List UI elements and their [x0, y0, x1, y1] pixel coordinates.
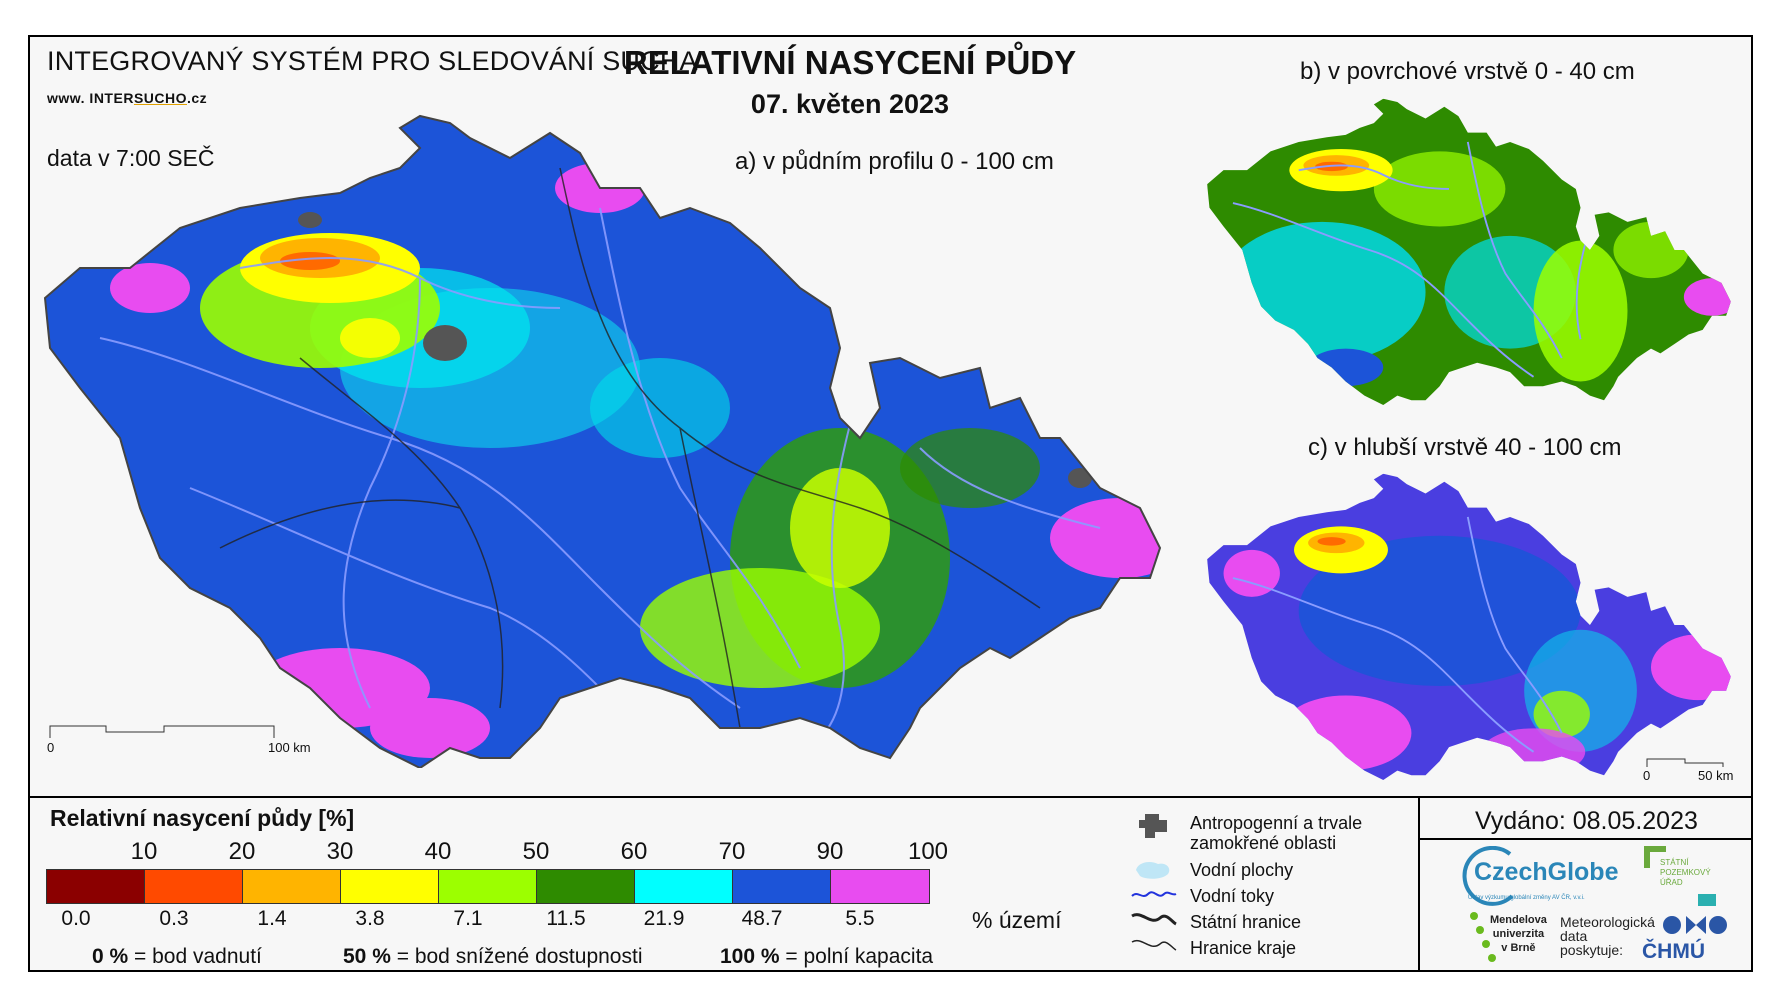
anthropogenic-label: Antropogenní a trvale zamokřené oblasti [1190, 813, 1363, 853]
legend-share: 0.0 [61, 907, 91, 930]
share-unit: % území [972, 907, 1062, 933]
note-capacity-value: 100 % [720, 945, 780, 968]
small-scale-start: 0 [1643, 768, 1651, 783]
meteo-line-1: Meteorologická [1560, 914, 1655, 930]
czechglobe-subtitle: Ústav výzkumu globální změny AV ČR, v.v.… [1468, 895, 1585, 901]
map-b-label: b) v povrchové vrstvě 0 - 40 cm [1300, 58, 1635, 85]
legend-share: 5.5 [845, 907, 875, 930]
issued-date: Vydáno: 08.05.2023 [1475, 807, 1698, 835]
map-c-label: c) v hlubší vrstvě 40 - 100 cm [1308, 434, 1622, 461]
website-link[interactable]: www. INTERSUCHO.cz [47, 90, 207, 106]
rivers-label: Vodní toky [1190, 886, 1275, 906]
meteo-line-2: data [1560, 928, 1588, 944]
note-wilting-text: = bod vadnutí [134, 945, 262, 968]
mendel-dots-icon [1470, 912, 1496, 962]
website-highlight: SUCHO [133, 90, 187, 106]
legend-tick: 100 [907, 838, 949, 865]
legend-tick: 30 [326, 838, 354, 865]
map-c [1207, 473, 1731, 780]
note-reduced-value: 50 % [343, 945, 391, 968]
legend-color-8 [733, 870, 831, 903]
legend-color-2 [145, 870, 243, 903]
region-border-label: Hranice kraje [1190, 938, 1297, 958]
spu-line-2: POZEMKOVÝ [1660, 868, 1711, 877]
website-suffix: .cz [187, 90, 208, 106]
legend-share: 7.1 [453, 907, 483, 930]
legend-color-1 [47, 870, 145, 903]
data-time: data v 7:00 SEČ [47, 145, 215, 171]
small-scale-bar [1646, 758, 1724, 767]
legend-panel [28, 796, 1753, 972]
anthropogenic-icon [1139, 814, 1167, 838]
website-prefix: www. INTER [47, 90, 134, 106]
legend-color-6 [537, 870, 635, 903]
note-wilting: 0 % = bod vadnutí [92, 945, 262, 969]
map-date: 07. květen 2023 [750, 89, 950, 119]
legend-color-7 [635, 870, 733, 903]
chmu-logo-icon [1663, 916, 1727, 934]
map-b [1207, 98, 1731, 405]
czechglobe-logo: CzechGlobe [1474, 858, 1619, 886]
water-body-icon [1136, 862, 1170, 879]
map-a-label: a) v půdním profilu 0 - 100 cm [735, 148, 1054, 175]
region-border-icon [1131, 939, 1177, 951]
legend-tick: 50 [522, 838, 550, 865]
note-wilting-value: 0 % [92, 945, 129, 968]
main-scale-start: 0 [47, 740, 55, 755]
spu-line-1: STÁTNÍ [1660, 858, 1689, 867]
legend-tick: 40 [424, 838, 452, 865]
legend-color-9 [831, 870, 929, 903]
mendel-line-1: Mendelova [1490, 914, 1547, 926]
mendel-line-3: v Brně [1501, 942, 1536, 954]
legend-color-4 [341, 870, 439, 903]
legend-title: Relativní nasycení půdy [%] [50, 805, 355, 831]
spu-accent [1698, 894, 1716, 906]
legend-share: 21.9 [643, 907, 685, 930]
legend-tick: 10 [130, 838, 158, 865]
spu-logo: STÁTNÍ POZEMKOVÝ ÚŘAD [1660, 858, 1711, 888]
note-reduced-text: = bod snížené dostupnosti [396, 945, 643, 968]
water-bodies-label: Vodní plochy [1190, 860, 1294, 880]
main-scale-bar [49, 725, 275, 738]
legend-divider [1418, 796, 1420, 972]
spu-line-3: ÚŘAD [1660, 878, 1683, 887]
legend-share: 11.5 [546, 907, 586, 930]
meteo-provider: Meteorologická data poskytuje: [1560, 915, 1655, 957]
river-icon [1131, 891, 1177, 897]
legend-tick: 20 [228, 838, 256, 865]
note-capacity-text: = polní kapacita [785, 945, 934, 968]
legend-share: 1.4 [257, 907, 287, 930]
czechglobe-logo-icon [1462, 846, 1514, 906]
state-border-label: Státní hranice [1190, 912, 1302, 932]
system-title: INTEGROVANÝ SYSTÉM PRO SLEDOVÁNÍ SUCHA [47, 46, 698, 76]
mendel-line-2: univerzita [1492, 928, 1545, 940]
legend-share: 48.7 [741, 907, 783, 930]
legend-share: 0.3 [159, 907, 189, 930]
legend-tick: 70 [718, 838, 746, 865]
note-capacity: 100 % = polní kapacita [720, 945, 933, 969]
state-border-icon [1131, 913, 1177, 926]
legend-color-5 [439, 870, 537, 903]
spu-logo-icon [1644, 846, 1666, 868]
meteo-line-3: poskytuje: [1560, 942, 1624, 958]
legend-tick: 90 [816, 838, 844, 865]
note-reduced: 50 % = bod snížené dostupnosti [343, 945, 642, 969]
issued-divider [1420, 838, 1753, 840]
legend-colorbar [46, 869, 930, 904]
legend-share: 3.8 [355, 907, 385, 930]
mendel-logo: Mendelova univerzita v Brně [1490, 913, 1547, 955]
map-title: RELATIVNÍ NASYCENÍ PŮDY [623, 44, 1077, 81]
chmu-logo: ČHMÚ [1642, 940, 1705, 963]
legend-color-3 [243, 870, 341, 903]
small-scale-end: 50 km [1698, 768, 1734, 783]
main-map [43, 114, 1162, 768]
legend-tick: 60 [620, 838, 648, 865]
main-scale-end: 100 km [268, 740, 311, 755]
